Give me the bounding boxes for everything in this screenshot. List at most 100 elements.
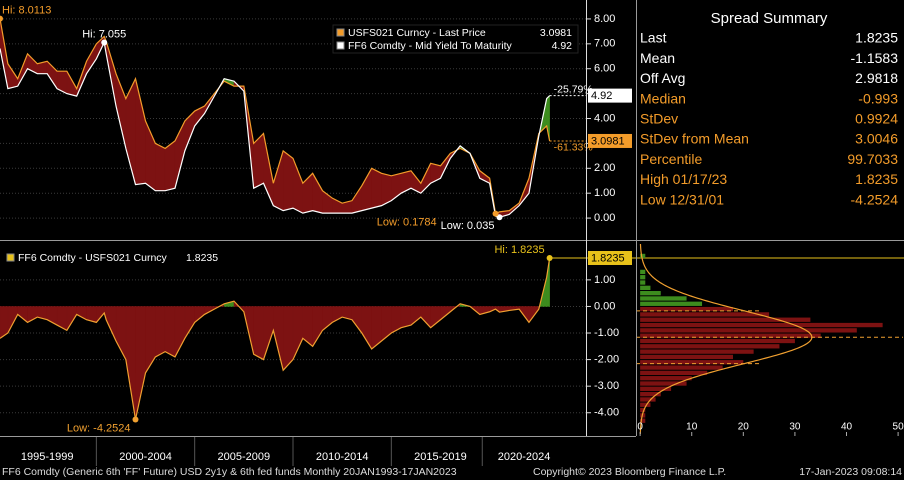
high-marker	[101, 39, 108, 46]
histogram-bar	[640, 386, 672, 391]
summary-value: -4.2524	[851, 191, 899, 207]
legend-entry: FF6 Comdty - USFS021 Curncy	[18, 252, 168, 264]
histogram-bar	[640, 397, 656, 402]
histogram-bar	[640, 365, 723, 370]
legend-entry: FF6 Comdty - Mid Yield To Maturity	[348, 40, 513, 52]
low-label: Low: 0.1784	[377, 217, 437, 229]
y-tick-label: -1.00	[594, 327, 619, 339]
low-label: Low: -4.2524	[67, 422, 131, 434]
histogram-bar	[640, 402, 651, 407]
last-value-label: 1.8235	[591, 252, 625, 264]
last-value-box	[588, 133, 632, 148]
histogram-bar	[640, 354, 733, 360]
x-tick-label: 0	[637, 422, 643, 433]
histogram-bar	[640, 312, 770, 317]
histogram-bar	[640, 418, 646, 423]
y-tick-label: 8.00	[594, 13, 615, 25]
footer-copyright: Copyright© 2023 Bloomberg Finance L.P.	[533, 466, 726, 478]
histogram-bar	[640, 301, 703, 306]
histogram-bar	[640, 338, 795, 344]
summary-value: -0.993	[858, 90, 898, 106]
summary-value: 0.9924	[855, 111, 898, 127]
last-value-label: 4.92	[591, 90, 612, 102]
x-tick-label: 30	[789, 422, 801, 433]
summary-label: Last	[640, 30, 667, 46]
x-tick-label: 2010-2014	[316, 451, 369, 463]
y-tick-label: 0.00	[594, 212, 615, 224]
legend-entry: USFS021 Curncy - Last Price	[348, 27, 486, 39]
summary-label: Low 12/31/01	[640, 191, 724, 207]
footer-timestamp: 17-Jan-2023 09:08:14	[799, 466, 902, 478]
summary-value: 1.8235	[855, 171, 898, 187]
histogram-bar	[640, 381, 687, 386]
high-label: Hi: 7.055	[82, 28, 126, 40]
last-value-box	[588, 88, 632, 103]
x-tick-label: 2020-2024	[498, 451, 551, 463]
legend-value: 1.8235	[186, 252, 218, 264]
y-tick-label: -2.00	[594, 354, 619, 366]
change-label: -25.79%	[554, 83, 593, 95]
plots: 0.001.002.003.004.005.006.007.008.00Hi: …	[0, 5, 904, 466]
summary-label: Median	[640, 90, 686, 106]
low-marker	[492, 210, 499, 217]
histogram-bar	[640, 349, 754, 354]
x-tick-label: 2000-2004	[119, 451, 172, 463]
histogram-bar	[640, 285, 651, 291]
series-line	[0, 257, 551, 420]
area-fill	[400, 306, 412, 329]
summary-label: Off Avg	[640, 70, 685, 86]
legend-value: 3.0981	[540, 27, 572, 39]
histogram-bar	[640, 253, 646, 259]
histogram-bar	[640, 360, 744, 365]
histogram-bar	[640, 317, 811, 322]
summary-value: 3.0046	[855, 131, 898, 147]
spread-fill	[282, 150, 294, 211]
change-label: -61.33%	[554, 142, 593, 154]
footer-description: FF6 Comdty (Generic 6th 'FF' Future) USD…	[2, 466, 457, 478]
y-tick-label: 1.00	[594, 187, 615, 199]
x-tick-label: 20	[738, 422, 750, 433]
normal-fit	[639, 243, 813, 435]
summary-label: StDev from Mean	[640, 131, 749, 147]
y-tick-label: 0.00	[594, 300, 615, 312]
histogram-bar	[640, 280, 646, 285]
x-tick-label: 1995-1999	[21, 451, 74, 463]
histogram-bar	[640, 275, 646, 280]
spread-fill	[155, 142, 166, 191]
histogram-bar	[640, 391, 661, 397]
histogram-bar	[640, 296, 687, 301]
histogram-bar	[640, 291, 661, 296]
summary-table: Last 1.8235 Mean -1.1583 Off Avg 2.9818 Median…	[640, 30, 898, 208]
x-tick-label: 40	[841, 422, 853, 433]
summary-label: High 01/17/23	[640, 171, 727, 187]
summary-label: Mean	[640, 50, 675, 66]
high-label: Hi: 8.0113	[2, 5, 51, 17]
histogram-bar	[640, 306, 733, 312]
histogram-bar	[640, 269, 646, 275]
summary-value: 1.8235	[855, 30, 898, 46]
x-tick-label: 2015-2019	[414, 451, 467, 463]
summary-label: StDev	[640, 111, 678, 127]
last-value-box	[588, 250, 632, 265]
legend-swatch	[336, 41, 345, 50]
y-tick-label: -3.00	[594, 380, 619, 392]
histogram-bar	[640, 370, 708, 376]
legend-swatch	[336, 28, 345, 37]
summary-title: Spread Summary	[711, 10, 828, 27]
y-tick-label: 4.00	[594, 112, 615, 124]
summary-label: Percentile	[640, 151, 702, 167]
summary-value: 99.7033	[847, 151, 898, 167]
area-fill	[155, 306, 166, 358]
series-line	[0, 40, 551, 218]
high-label: Hi: 1.8235	[494, 244, 544, 256]
spread-fill	[164, 140, 176, 192]
low-label: Low: 0.035	[441, 220, 495, 232]
histogram-bar	[640, 333, 821, 338]
y-tick-label: 6.00	[594, 63, 615, 75]
low-marker	[132, 416, 139, 423]
legend-swatch	[6, 253, 15, 262]
summary-value: -1.1583	[851, 50, 899, 66]
y-tick-label: 7.00	[594, 38, 615, 50]
